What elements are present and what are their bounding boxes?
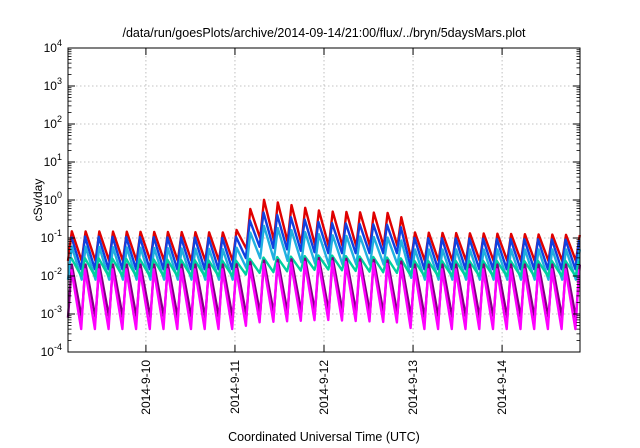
x-tick-label: 2014-9-13 <box>406 360 420 415</box>
y-tick-label: 103 <box>44 76 62 93</box>
series-layer <box>66 198 581 331</box>
series-line <box>70 211 581 271</box>
x-tick-label: 2014-9-14 <box>495 360 509 415</box>
y-tick-label: 10-4 <box>41 342 62 359</box>
y-axis: 10-4 10-3 10-2 10-1 100 101 102 103 104 <box>41 38 580 359</box>
y-tick-label: 101 <box>44 152 62 169</box>
x-axis: 2014-9-10 2014-9-11 2014-9-12 2014-9-13 2014… <box>139 48 509 415</box>
y-axis-label: cSv/day <box>31 179 45 222</box>
y-tick-label: 10-1 <box>41 228 62 245</box>
chart-title: /data/run/goesPlots/archive/2014-09-14/2… <box>122 26 526 40</box>
x-tick-label: 2014-9-10 <box>139 360 153 415</box>
x-axis-label: Coordinated Universal Time (UTC) <box>228 430 420 444</box>
y-tick-label: 10-3 <box>41 304 62 321</box>
y-tick-label: 102 <box>44 114 62 131</box>
x-tick-label: 2014-9-12 <box>317 360 331 415</box>
y-tick-label: 100 <box>44 190 62 207</box>
y-tick-label: 10-2 <box>41 266 62 283</box>
x-tick-label: 2014-9-11 <box>228 360 242 414</box>
y-tick-label: 104 <box>44 38 62 55</box>
series-line <box>70 260 581 331</box>
series-line <box>70 254 581 278</box>
